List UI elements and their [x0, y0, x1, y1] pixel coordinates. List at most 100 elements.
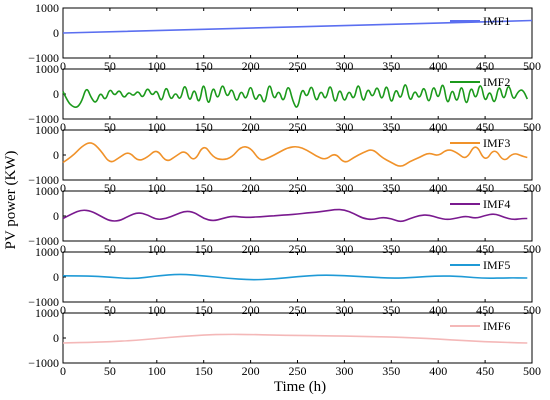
- x-tick-label: 150: [195, 120, 213, 134]
- x-tick-label: 450: [476, 59, 494, 73]
- legend-label: IMF6: [483, 319, 510, 333]
- x-tick-label: 400: [429, 303, 447, 317]
- series-line-imf4: [62, 208, 528, 223]
- x-tick-label: 150: [195, 242, 213, 256]
- x-tick-label: 450: [476, 303, 494, 317]
- x-tick-label: 450: [476, 242, 494, 256]
- x-tick-label: 250: [289, 364, 307, 378]
- x-tick-label: 500: [523, 303, 541, 317]
- y-tick-label: 0: [53, 26, 59, 40]
- y-tick-label: 1000: [35, 1, 59, 15]
- x-tick-label: 100: [148, 364, 166, 378]
- x-tick-label: 50: [104, 120, 116, 134]
- x-tick-label: 0: [60, 59, 66, 73]
- x-tick-label: 0: [60, 242, 66, 256]
- x-tick-label: 400: [429, 181, 447, 195]
- y-axis-title: PV power (KW): [3, 151, 19, 250]
- x-tick-label: 300: [335, 303, 353, 317]
- x-tick-label: 500: [523, 364, 541, 378]
- x-tick-label: 0: [60, 120, 66, 134]
- x-tick-label: 250: [289, 120, 307, 134]
- x-tick-label: 150: [195, 364, 213, 378]
- x-tick-label: 350: [382, 242, 400, 256]
- x-tick-label: 350: [382, 59, 400, 73]
- x-tick-label: 250: [289, 181, 307, 195]
- x-tick-label: 500: [523, 242, 541, 256]
- x-axis-title: Time (h): [274, 379, 326, 395]
- x-tick-label: 300: [335, 59, 353, 73]
- x-tick-label: 500: [523, 181, 541, 195]
- x-tick-label: 300: [335, 120, 353, 134]
- y-tick-label: 1000: [35, 306, 59, 320]
- series-line-imf5: [62, 273, 528, 281]
- x-tick-label: 200: [242, 181, 260, 195]
- y-tick-label: 1000: [35, 184, 59, 198]
- x-tick-label: 100: [148, 120, 166, 134]
- series-line-imf6: [62, 333, 528, 344]
- y-tick-label: −1000: [28, 112, 59, 126]
- x-tick-label: 250: [289, 59, 307, 73]
- x-tick-label: 150: [195, 181, 213, 195]
- x-tick-label: 150: [195, 303, 213, 317]
- series-line-imf3: [62, 142, 528, 167]
- x-tick-label: 100: [148, 242, 166, 256]
- x-tick-label: 0: [60, 181, 66, 195]
- x-tick-label: 100: [148, 59, 166, 73]
- x-tick-label: 300: [335, 242, 353, 256]
- x-tick-label: 50: [104, 59, 116, 73]
- x-tick-label: 200: [242, 59, 260, 73]
- y-tick-label: 0: [53, 148, 59, 162]
- x-tick-label: 300: [335, 181, 353, 195]
- x-tick-label: 250: [289, 303, 307, 317]
- y-tick-label: 0: [53, 331, 59, 345]
- x-tick-label: 350: [382, 181, 400, 195]
- y-tick-label: 1000: [35, 245, 59, 259]
- x-tick-label: 450: [476, 120, 494, 134]
- legend-label: IMF4: [483, 197, 510, 211]
- x-tick-label: 100: [148, 181, 166, 195]
- panel-frame: [62, 312, 533, 364]
- x-tick-label: 350: [382, 120, 400, 134]
- x-tick-label: 450: [476, 181, 494, 195]
- x-tick-label: 400: [429, 242, 447, 256]
- y-tick-label: −1000: [28, 173, 59, 187]
- panel-frame: [62, 190, 533, 242]
- x-tick-label: 400: [429, 59, 447, 73]
- x-tick-label: 400: [429, 364, 447, 378]
- x-tick-label: 200: [242, 364, 260, 378]
- y-tick-label: 0: [53, 87, 59, 101]
- legend-label: IMF1: [483, 14, 510, 28]
- x-tick-label: 100: [148, 303, 166, 317]
- x-tick-label: 50: [104, 181, 116, 195]
- y-tick-label: 1000: [35, 123, 59, 137]
- panel-frame: [62, 129, 533, 181]
- series-line-imf2: [62, 84, 529, 109]
- y-tick-label: −1000: [28, 356, 59, 370]
- y-tick-label: 1000: [35, 62, 59, 76]
- panels-group: 10000−1000IMF110000−1000IMF210000−1000IM…: [28, 1, 533, 370]
- x-tick-label: 350: [382, 364, 400, 378]
- x-tick-label: 500: [523, 59, 541, 73]
- x-tick-label: 200: [242, 242, 260, 256]
- x-tick-label: 50: [104, 242, 116, 256]
- legend-label: IMF2: [483, 75, 510, 89]
- x-tick-label: 350: [382, 303, 400, 317]
- x-tick-label: 250: [289, 242, 307, 256]
- x-tick-label: 300: [335, 364, 353, 378]
- x-tick-label: 50: [104, 303, 116, 317]
- y-tick-label: −1000: [28, 295, 59, 309]
- series-line-imf1: [62, 19, 533, 34]
- panel-frame: [62, 7, 533, 59]
- y-tick-label: 0: [53, 270, 59, 284]
- y-tick-label: −1000: [28, 51, 59, 65]
- x-tick-label: 450: [476, 364, 494, 378]
- panel-imf1: 1000 0 −1000 IMF1: [28, 1, 533, 65]
- x-tick-label: 0: [60, 303, 66, 317]
